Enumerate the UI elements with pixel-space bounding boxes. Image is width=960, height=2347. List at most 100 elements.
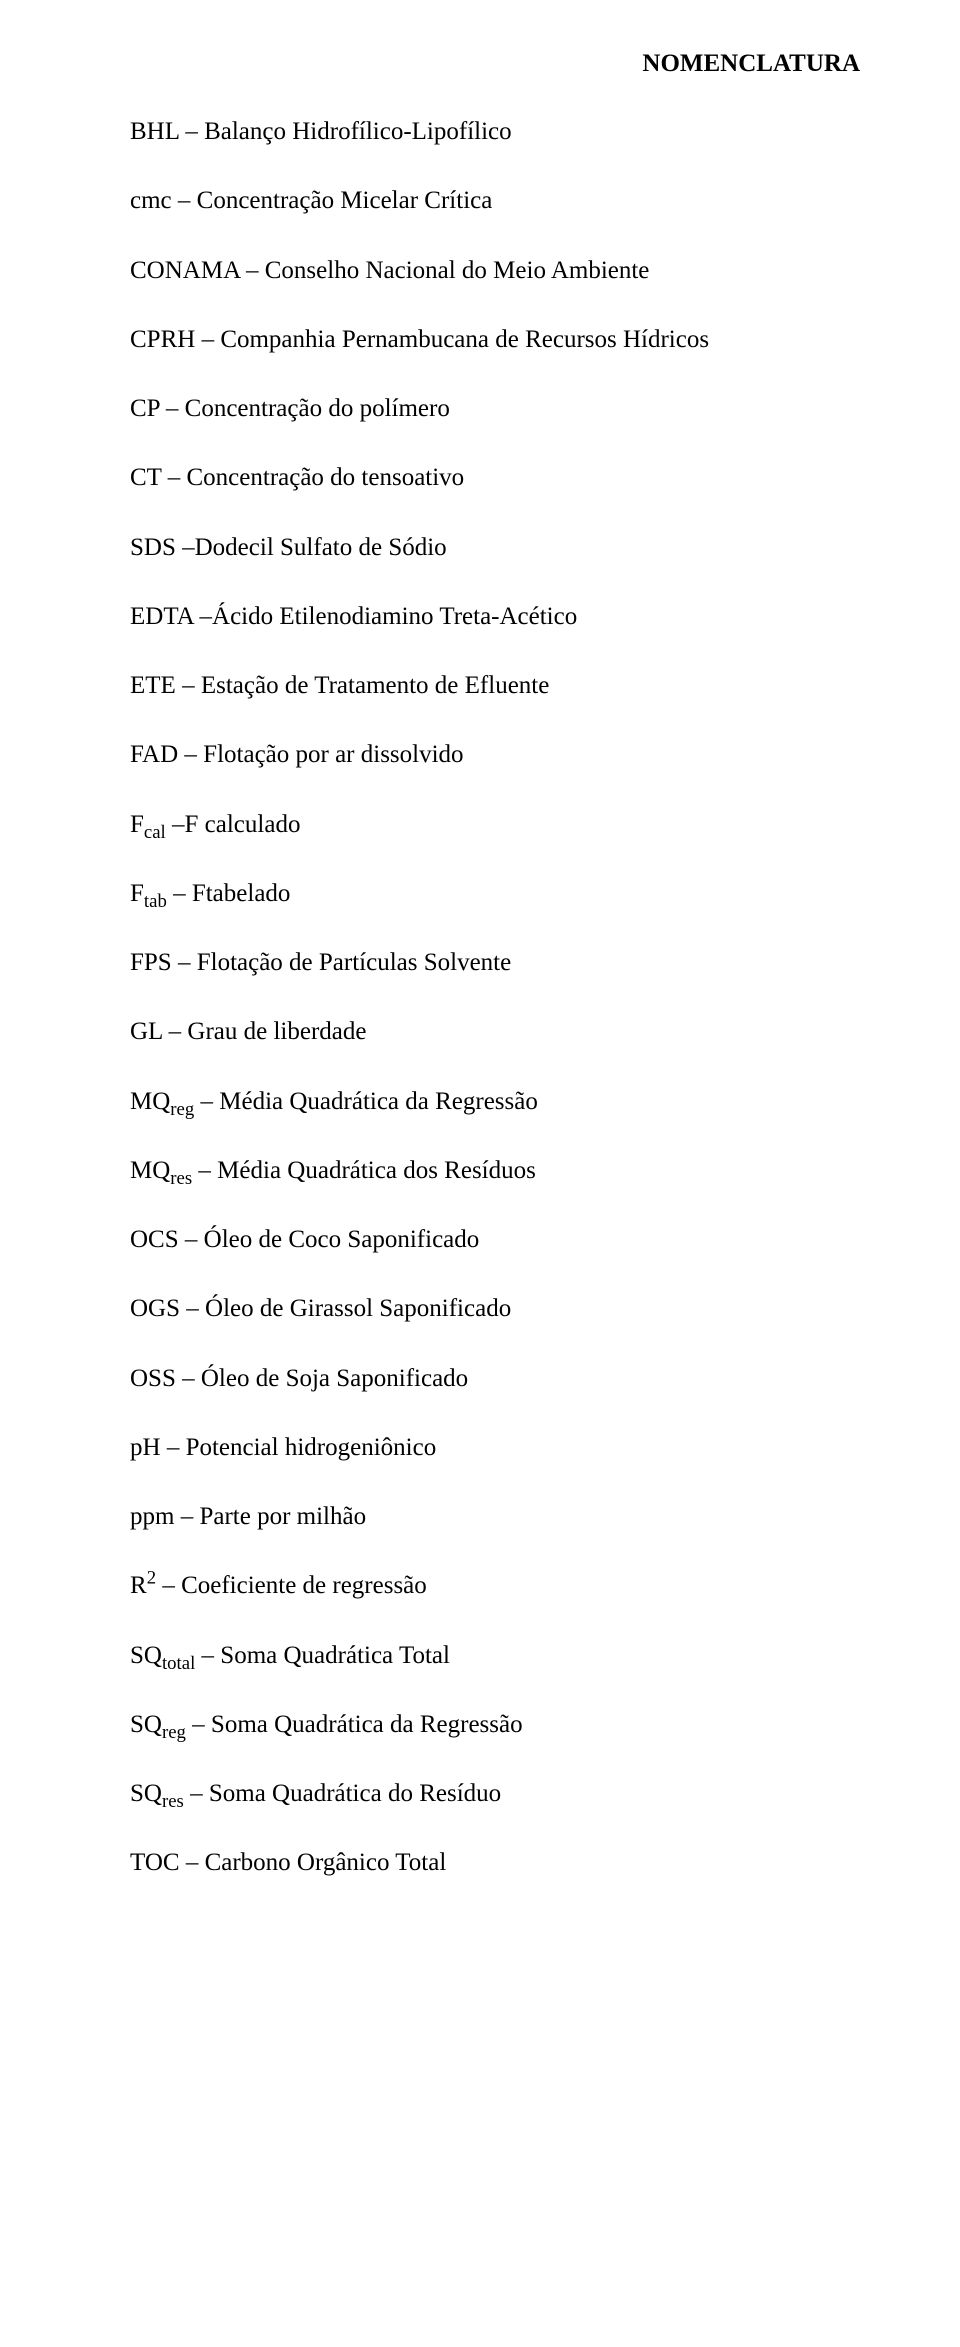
nomenclature-entry: OGS – Óleo de Girassol Saponificado	[130, 1293, 860, 1324]
entry-abbr: MQ	[130, 1157, 170, 1184]
nomenclature-entry: Fcal –F calculado	[130, 809, 860, 840]
entry-abbr: CP	[130, 395, 160, 422]
entry-abbr: OGS	[130, 1295, 180, 1322]
entries-list: BHL – Balanço Hidrofílico-Lipofílico cmc …	[130, 116, 860, 1879]
entry-definition: Ftabelado	[192, 880, 291, 907]
entry-separator: –	[176, 672, 201, 699]
nomenclature-entry: MQreg – Média Quadrática da Regressão	[130, 1086, 860, 1117]
entry-separator: –	[176, 1365, 201, 1392]
page: NOMENCLATURA BHL – Balanço Hidrofílico-L…	[0, 0, 960, 1977]
entry-separator: –	[195, 326, 220, 353]
entry-separator: –	[160, 395, 185, 422]
entry-separator: –	[180, 1849, 205, 1876]
entry-abbr: BHL	[130, 118, 179, 145]
entry-abbr: F	[130, 880, 144, 907]
page-title: NOMENCLATURA	[130, 50, 860, 78]
entry-separator: –	[172, 949, 197, 976]
entry-separator: –	[167, 880, 192, 907]
entry-separator: –	[184, 1780, 209, 1807]
entry-abbr: F	[130, 811, 144, 838]
entry-definition: Flotação por ar dissolvido	[203, 741, 463, 768]
entry-definition: Óleo de Coco Saponificado	[204, 1226, 480, 1253]
entry-definition: Média Quadrática da Regressão	[219, 1088, 538, 1115]
entry-abbr: OCS	[130, 1226, 179, 1253]
entry-separator: –	[176, 534, 195, 561]
entry-definition: Coeficiente de regressão	[181, 1572, 427, 1599]
entry-separator: –	[162, 1018, 187, 1045]
entry-separator: –	[180, 1295, 205, 1322]
nomenclature-entry: SDS –Dodecil Sulfato de Sódio	[130, 532, 860, 563]
entry-subscript: res	[170, 1168, 192, 1189]
entry-definition: F calculado	[185, 811, 301, 838]
entry-abbr: CONAMA	[130, 257, 240, 284]
entry-abbr: GL	[130, 1018, 162, 1045]
entry-separator: –	[166, 811, 185, 838]
entry-definition: Dodecil Sulfato de Sódio	[195, 534, 447, 561]
entry-abbr: R	[130, 1572, 147, 1599]
entry-separator: –	[162, 464, 187, 491]
nomenclature-entry: CONAMA – Conselho Nacional do Meio Ambie…	[130, 255, 860, 286]
entry-abbr: CPRH	[130, 326, 195, 353]
entry-definition: Grau de liberdade	[187, 1018, 366, 1045]
entry-definition: Concentração do polímero	[185, 395, 450, 422]
entry-abbr: SQ	[130, 1780, 162, 1807]
entry-definition: Flotação de Partículas Solvente	[197, 949, 512, 976]
entry-abbr: cmc	[130, 187, 172, 214]
entry-definition: Soma Quadrática Total	[220, 1642, 450, 1669]
entry-abbr: MQ	[130, 1088, 170, 1115]
nomenclature-entry: ppm – Parte por milhão	[130, 1501, 860, 1532]
entry-separator: –	[240, 257, 265, 284]
entry-separator: –	[192, 1157, 217, 1184]
entry-separator: –	[174, 1503, 199, 1530]
nomenclature-entry: SQtotal – Soma Quadrática Total	[130, 1640, 860, 1671]
nomenclature-entry: SQres – Soma Quadrática do Resíduo	[130, 1778, 860, 1809]
entry-abbr: CT	[130, 464, 162, 491]
nomenclature-entry: ETE – Estação de Tratamento de Efluente	[130, 670, 860, 701]
nomenclature-entry: R2 – Coeficiente de regressão	[130, 1570, 860, 1601]
nomenclature-entry: pH – Potencial hidrogeniônico	[130, 1432, 860, 1463]
entry-separator: –	[156, 1572, 181, 1599]
nomenclature-entry: CP – Concentração do polímero	[130, 393, 860, 424]
entry-separator: –	[179, 118, 204, 145]
nomenclature-entry: SQreg – Soma Quadrática da Regressão	[130, 1709, 860, 1740]
entry-definition: Concentração do tensoativo	[187, 464, 465, 491]
entry-subscript: reg	[162, 1722, 186, 1743]
nomenclature-entry: CPRH – Companhia Pernambucana de Recurso…	[130, 324, 860, 355]
entry-superscript: 2	[147, 1568, 156, 1589]
nomenclature-entry: Ftab – Ftabelado	[130, 878, 860, 909]
entry-subscript: reg	[170, 1099, 194, 1120]
entry-definition: Balanço Hidrofílico-Lipofílico	[204, 118, 512, 145]
entry-definition: Soma Quadrática do Resíduo	[209, 1780, 501, 1807]
entry-definition: Potencial hidrogeniônico	[186, 1434, 437, 1461]
entry-definition: Ácido Etilenodiamino Treta-Acético	[212, 603, 577, 630]
entry-definition: Óleo de Girassol Saponificado	[205, 1295, 511, 1322]
nomenclature-entry: FPS – Flotação de Partículas Solvente	[130, 947, 860, 978]
entry-definition: Estação de Tratamento de Efluente	[201, 672, 550, 699]
nomenclature-entry: OCS – Óleo de Coco Saponificado	[130, 1224, 860, 1255]
entry-abbr: ppm	[130, 1503, 174, 1530]
nomenclature-entry: BHL – Balanço Hidrofílico-Lipofílico	[130, 116, 860, 147]
nomenclature-entry: FAD – Flotação por ar dissolvido	[130, 739, 860, 770]
entry-subscript: res	[162, 1791, 184, 1812]
nomenclature-entry: EDTA –Ácido Etilenodiamino Treta-Acético	[130, 601, 860, 632]
entry-definition: Soma Quadrática da Regressão	[211, 1711, 523, 1738]
entry-definition: Concentração Micelar Crítica	[197, 187, 493, 214]
entry-definition: Óleo de Soja Saponificado	[201, 1365, 468, 1392]
entry-separator: –	[194, 1088, 219, 1115]
nomenclature-entry: MQres – Média Quadrática dos Resíduos	[130, 1155, 860, 1186]
entry-separator: –	[172, 187, 197, 214]
entry-abbr: FPS	[130, 949, 172, 976]
entry-separator: –	[195, 1642, 220, 1669]
entry-definition: Conselho Nacional do Meio Ambiente	[265, 257, 650, 284]
entry-abbr: OSS	[130, 1365, 176, 1392]
nomenclature-entry: CT – Concentração do tensoativo	[130, 462, 860, 493]
entry-abbr: SQ	[130, 1711, 162, 1738]
entry-definition: Média Quadrática dos Resíduos	[217, 1157, 536, 1184]
entry-abbr: ETE	[130, 672, 176, 699]
entry-abbr: SQ	[130, 1642, 162, 1669]
nomenclature-entry: OSS – Óleo de Soja Saponificado	[130, 1363, 860, 1394]
entry-definition: Parte por milhão	[199, 1503, 366, 1530]
entry-abbr: EDTA	[130, 603, 193, 630]
entry-definition: Carbono Orgânico Total	[205, 1849, 447, 1876]
nomenclature-entry: cmc – Concentração Micelar Crítica	[130, 185, 860, 216]
